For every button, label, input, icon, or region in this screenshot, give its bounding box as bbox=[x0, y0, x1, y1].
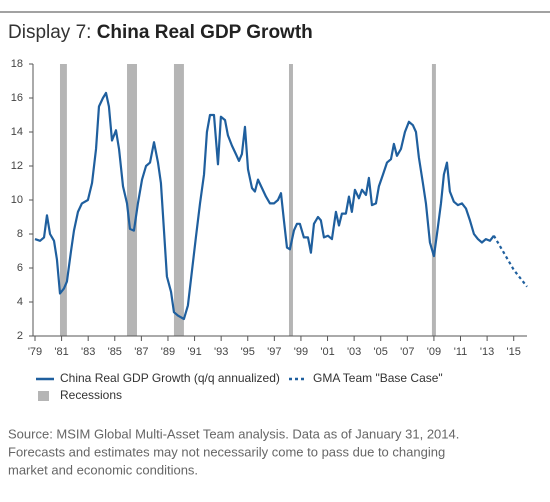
x-tick-label: '79 bbox=[28, 346, 42, 358]
x-tick-label: '97 bbox=[267, 346, 281, 358]
series-line bbox=[34, 91, 495, 321]
title-prefix: Display 7: bbox=[8, 22, 91, 43]
y-tick-label: 8 bbox=[17, 228, 23, 240]
legend-label: China Real GDP Growth (q/q annualized) bbox=[60, 371, 280, 385]
x-tick-label: '11 bbox=[454, 346, 468, 358]
recession-band bbox=[173, 64, 184, 336]
legend-label: Recessions bbox=[60, 388, 122, 402]
x-tick-label: '85 bbox=[108, 346, 122, 358]
x-tick-label: '05 bbox=[374, 346, 388, 358]
y-tick-label: 16 bbox=[11, 92, 23, 104]
legend-swatch bbox=[38, 391, 49, 401]
x-tick-label: '93 bbox=[214, 346, 228, 358]
x-tick-label: '87 bbox=[134, 346, 148, 358]
recession-band bbox=[431, 64, 436, 336]
x-tick-label: '01 bbox=[320, 346, 334, 358]
x-tick-label: '89 bbox=[161, 346, 175, 358]
recession-band bbox=[288, 64, 293, 336]
source-note: market and economic conditions. bbox=[8, 462, 198, 477]
y-tick-label: 6 bbox=[17, 262, 23, 274]
source-note: Forecasts and estimates may not necessar… bbox=[8, 444, 445, 459]
x-tick-label: '15 bbox=[507, 346, 521, 358]
y-tick-label: 14 bbox=[11, 126, 23, 138]
y-tick-label: 18 bbox=[11, 58, 23, 70]
x-tick-label: '99 bbox=[294, 346, 308, 358]
title-main: China Real GDP Growth bbox=[97, 22, 313, 43]
source-note: Source: MSIM Global Multi-Asset Team ana… bbox=[8, 426, 459, 441]
legend-label: GMA Team "Base Case" bbox=[313, 371, 443, 385]
x-tick-label: '91 bbox=[187, 346, 201, 358]
x-tick-label: '03 bbox=[347, 346, 361, 358]
y-tick-label: 10 bbox=[11, 194, 23, 206]
y-tick-label: 2 bbox=[17, 330, 23, 342]
recession-band bbox=[127, 64, 137, 336]
x-tick-label: '83 bbox=[81, 346, 95, 358]
x-tick-label: '09 bbox=[427, 346, 441, 358]
y-tick-label: 4 bbox=[17, 296, 23, 308]
x-tick-label: '07 bbox=[400, 346, 414, 358]
y-tick-label: 12 bbox=[11, 160, 23, 172]
x-tick-label: '13 bbox=[480, 346, 494, 358]
recession-band bbox=[59, 64, 67, 336]
series-line bbox=[492, 235, 528, 288]
chart-title: Display 7: China Real GDP Growth bbox=[8, 22, 313, 43]
x-tick-label: '95 bbox=[241, 346, 255, 358]
x-tick-label: '81 bbox=[54, 346, 68, 358]
